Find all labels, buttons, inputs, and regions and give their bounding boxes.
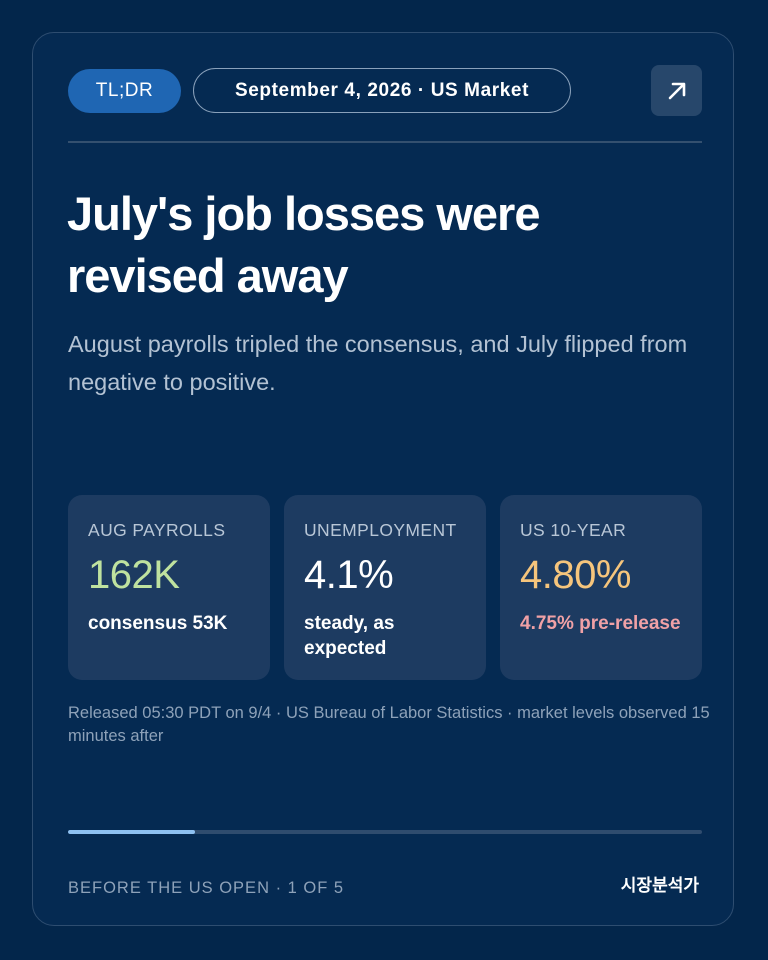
brand-name: 시장분석가 xyxy=(620,876,699,895)
stat-card-unemployment: UNEMPLOYMENT 4.1% steady, as expected xyxy=(284,495,486,680)
stat-value: 4.1% xyxy=(304,553,394,597)
stat-card-payrolls: AUG PAYROLLS 162K consensus 53K xyxy=(68,495,270,680)
briefing-card: TL;DR September 4, 2026 · US Market July… xyxy=(32,32,734,926)
stat-label: UNEMPLOYMENT xyxy=(304,520,457,540)
headline: July's job losses were revised away xyxy=(67,187,540,302)
tldr-badge-label: TL;DR xyxy=(95,80,154,101)
stat-label: US 10-YEAR xyxy=(520,520,627,540)
open-link-button[interactable] xyxy=(651,65,702,116)
story-progress-fill xyxy=(68,830,195,834)
tldr-badge: TL;DR xyxy=(68,69,181,113)
arrow-up-right-icon xyxy=(668,82,685,99)
subheadline: August payrolls tripled the consensus, a… xyxy=(68,331,688,395)
source-footnote: Released 05:30 PDT on 9/4 · US Bureau of… xyxy=(68,704,710,745)
stat-note: consensus 53K xyxy=(88,613,228,634)
date-market-badge: September 4, 2026 · US Market xyxy=(193,68,571,113)
story-progress-bar xyxy=(68,830,702,834)
stat-label: AUG PAYROLLS xyxy=(88,520,226,540)
date-market-label: September 4, 2026 · US Market xyxy=(234,79,530,101)
section-indicator: BEFORE THE US OPEN · 1 OF 5 xyxy=(68,879,345,897)
stat-note: 4.75% pre-release xyxy=(520,613,681,634)
stat-value: 162K xyxy=(88,553,180,597)
stat-value: 4.80% xyxy=(520,553,631,597)
stat-note: steady, as expected xyxy=(304,613,395,659)
stat-card-10-year: US 10-YEAR 4.80% 4.75% pre-release xyxy=(500,495,702,680)
header-divider xyxy=(68,141,702,143)
